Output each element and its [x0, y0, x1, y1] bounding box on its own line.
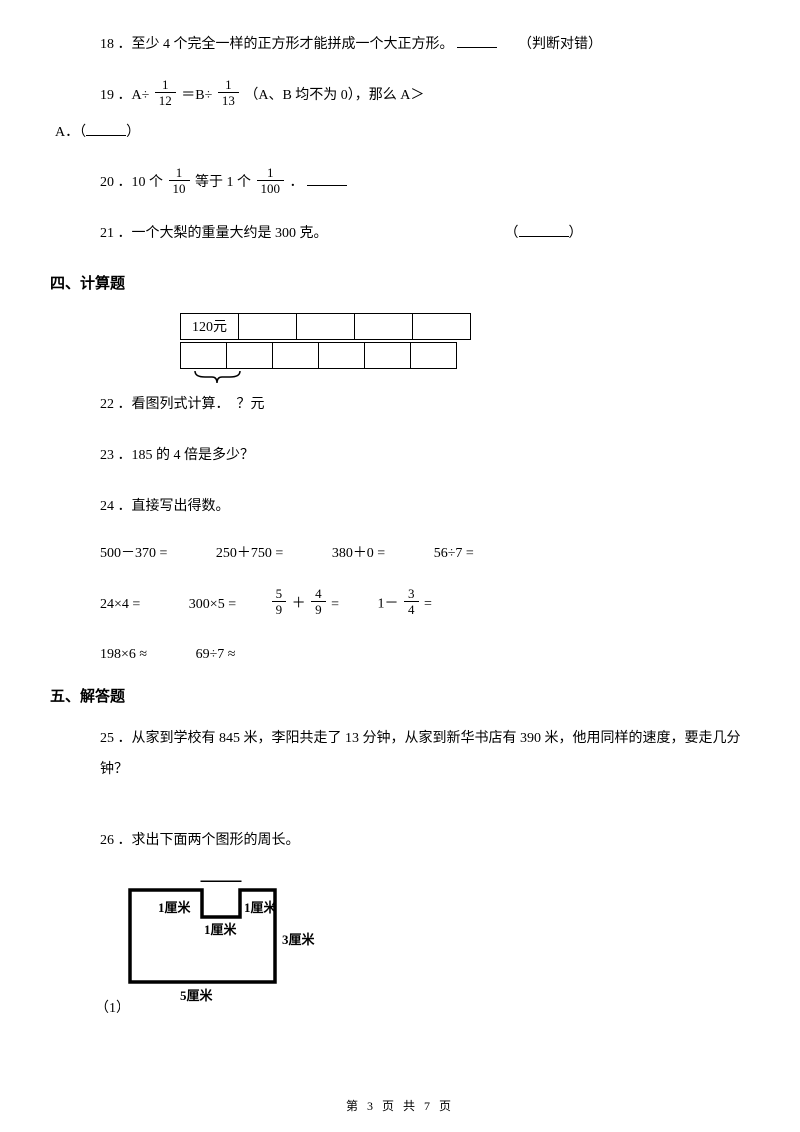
fraction: 1 10: [169, 166, 190, 195]
question-25: 25 ．从家到学校有 845 米，李阳共走了 13 分钟，从家到新华书店有 39…: [50, 724, 750, 786]
question-23: 23 ．185 的 4 倍是多少？: [50, 441, 750, 472]
q18-num: 18: [100, 37, 114, 52]
question-18: 18 ．至少 4 个完全一样的正方形才能拼成一个大正方形。 （判断对错）: [50, 30, 750, 61]
question-19: 19 ．A÷ 1 12 ＝B÷ 1 13 （A、B 均不为 0），那么 A＞ A…: [50, 81, 750, 149]
label-1cm-bottom: 1厘米: [204, 922, 238, 937]
fraction: 1 100: [257, 166, 285, 195]
page-footer: 第 3 页 共 7 页: [0, 1097, 800, 1114]
section-4-title: 四、计算题: [50, 272, 750, 293]
calc-row-3: 198×6 ≈ 69÷7 ≈: [50, 647, 750, 663]
question-20: 20 ．10 个 1 10 等于 1 个 1 100 ．: [50, 168, 750, 199]
blank[interactable]: [457, 34, 497, 48]
fraction: 3 4: [404, 587, 419, 616]
fraction: 5 9: [272, 587, 287, 616]
label-5cm: 5厘米: [180, 988, 214, 1003]
question-26: 26 ．求出下面两个图形的周长。: [50, 826, 750, 857]
calc-row-1: 500－370 = 250＋750 = 380＋0 = 56÷7 =: [50, 542, 750, 562]
question-24: 24 ．直接写出得数。: [50, 492, 750, 523]
blank[interactable]: [519, 223, 569, 237]
q18-suffix: （判断对错）: [518, 37, 602, 52]
q18-text: ．至少 4 个完全一样的正方形才能拼成一个大正方形。: [118, 37, 454, 52]
q20-num: 20: [100, 175, 114, 190]
table-top: 120元: [180, 313, 471, 340]
question-21: 21 ．一个大梨的重量大约是 300 克。 （）: [50, 219, 750, 250]
diagram-120yuan: 120元: [180, 313, 750, 392]
fraction: 4 9: [311, 587, 326, 616]
question-22: 22 ．看图列式计算． ？元: [50, 390, 750, 421]
brace: [180, 369, 750, 392]
label-1cm-right: 1厘米: [244, 900, 278, 915]
geometry-figure: 1厘米 1厘米 1厘米 3厘米 5厘米: [120, 877, 750, 1002]
blank[interactable]: [307, 172, 347, 186]
table-bottom: [180, 342, 457, 369]
fraction: 1 13: [218, 78, 239, 107]
q21-num: 21: [100, 226, 114, 241]
calc-row-2: 24×4 = 300×5 = 5 9 ＋ 4 9 = 1－ 3 4 =: [50, 590, 750, 619]
section-5-title: 五、解答题: [50, 685, 750, 706]
blank[interactable]: [86, 122, 126, 136]
q19-num: 19: [100, 88, 114, 103]
fraction: 1 12: [155, 78, 176, 107]
label-1cm-left: 1厘米: [158, 900, 192, 915]
label-3cm: 3厘米: [282, 932, 316, 947]
